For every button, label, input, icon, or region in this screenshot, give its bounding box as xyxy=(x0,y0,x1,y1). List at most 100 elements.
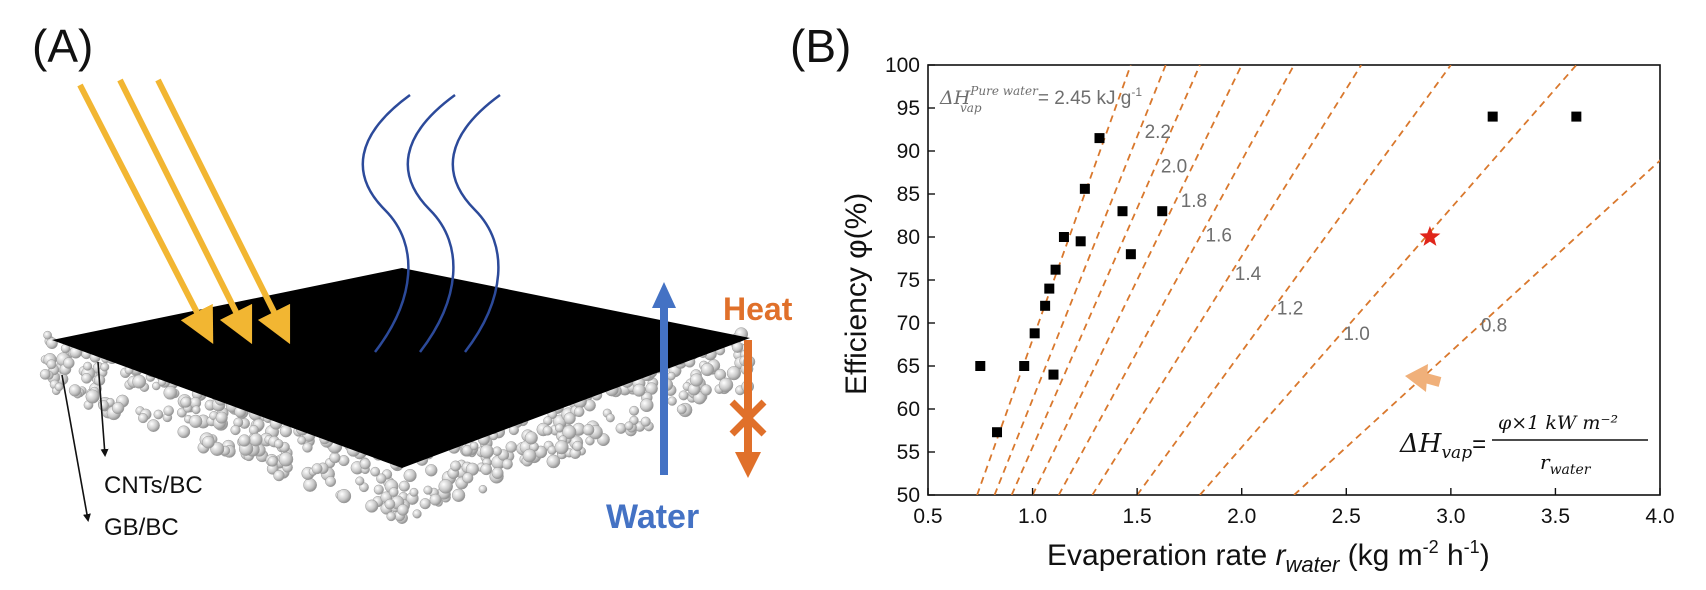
data-point-square xyxy=(1571,111,1582,122)
glass-bead xyxy=(297,436,307,445)
glass-bead xyxy=(386,511,396,522)
reference-line-label: 2.2 xyxy=(1145,122,1171,143)
formula-denominator-sub: water xyxy=(1550,462,1592,478)
y-tick-label: 85 xyxy=(897,183,920,206)
glass-bead xyxy=(480,463,493,476)
glass-bead xyxy=(409,487,419,497)
x-axis-title-unit-a: (kg m xyxy=(1339,539,1422,572)
x-tick-label: 3.5 xyxy=(1541,505,1570,528)
glass-bead xyxy=(461,444,473,457)
cnts-bc-label: CNTs/BC xyxy=(104,472,203,499)
x-axis-title-unit-c: ) xyxy=(1480,539,1490,572)
vapor-wave-icon xyxy=(406,93,456,353)
reference-line xyxy=(1057,65,1295,495)
gb-bc-label: GB/BC xyxy=(104,514,179,541)
x-axis-title-main: Evaperation rate xyxy=(1047,539,1275,572)
sun-ray-icon xyxy=(117,78,253,345)
glass-bead xyxy=(132,374,147,389)
glass-bead xyxy=(563,412,576,425)
glass-bead xyxy=(191,405,201,415)
pointer-arrow xyxy=(97,361,109,457)
y-tick-label: 55 xyxy=(897,441,920,464)
glass-bead xyxy=(180,396,192,408)
x-axis-title-sub: water xyxy=(1285,552,1340,577)
formula-arrow-head-icon xyxy=(1405,364,1428,392)
glass-bead xyxy=(359,458,371,470)
formula: ΔHvap= φ×1 kW m⁻² rwater xyxy=(1399,364,1648,478)
glass-bead xyxy=(147,419,160,432)
reference-line-label: 1.2 xyxy=(1277,298,1303,319)
glass-bead xyxy=(676,404,687,415)
y-tick-label: 90 xyxy=(897,140,920,163)
glass-bead xyxy=(54,382,64,392)
x-axis-title-unit-b: h xyxy=(1439,539,1464,572)
heat-arrow xyxy=(729,340,767,478)
water-arrow-head-icon xyxy=(652,282,676,308)
glass-bead xyxy=(667,396,677,406)
glass-bead xyxy=(554,440,569,455)
glass-bead xyxy=(615,422,627,434)
pure-water-value: = 2.45 kJ g xyxy=(1038,88,1131,109)
glass-bead xyxy=(572,440,583,452)
data-point-square xyxy=(1048,369,1059,380)
pure-water-main: ΔH xyxy=(939,87,971,109)
pure-water-sub: vap xyxy=(960,101,982,115)
x-tick-label: 1.5 xyxy=(1123,505,1152,528)
glass-bead xyxy=(83,361,93,371)
y-tick-label: 75 xyxy=(897,269,920,292)
formula-equals: = xyxy=(1472,431,1486,458)
y-tick-label: 80 xyxy=(897,226,920,249)
reference-lines xyxy=(976,65,1660,495)
glass-bead xyxy=(573,406,585,418)
glass-bead xyxy=(605,413,615,423)
glass-bead xyxy=(100,362,110,372)
axis-ticks: 0.5 1.0 1.5 2.0 2.5 3.0 3.5 4.0 50 55 60 65 70 75 80 85… xyxy=(885,54,1675,528)
reference-line-label: 1.4 xyxy=(1235,264,1262,285)
vapor-waves xyxy=(361,93,501,353)
data-points xyxy=(975,111,1582,438)
glass-bead xyxy=(462,472,474,484)
glass-bead xyxy=(163,385,178,400)
glass-bead xyxy=(640,416,651,427)
reference-line xyxy=(1010,65,1201,495)
panel-b-label: (B) xyxy=(790,20,851,72)
glass-bead xyxy=(546,454,561,469)
reference-line xyxy=(1136,65,1452,495)
vapor-wave-icon xyxy=(451,93,501,353)
glass-bead xyxy=(384,498,396,510)
data-point-square xyxy=(1040,300,1051,311)
reference-line-label: 1.8 xyxy=(1181,191,1207,212)
glass-bead xyxy=(215,411,228,424)
glass-bead xyxy=(152,381,161,391)
reference-line-label: 2.0 xyxy=(1161,157,1187,178)
glass-bead xyxy=(438,479,453,494)
glass-bead xyxy=(303,478,317,492)
sunlight-arrows xyxy=(77,78,291,345)
data-point-square xyxy=(1157,206,1168,217)
data-point-square xyxy=(1058,232,1069,242)
glass-bead xyxy=(355,476,365,486)
glass-bead xyxy=(469,441,479,451)
formula-lhs-main: ΔH xyxy=(1399,429,1443,459)
x-tick-label: 0.5 xyxy=(913,505,942,528)
glass-bead xyxy=(629,405,640,416)
heat-label: Heat xyxy=(723,291,793,327)
glass-bead xyxy=(325,476,337,487)
glass-bead xyxy=(177,425,191,439)
glass-bead xyxy=(376,473,387,484)
data-point-star-icon xyxy=(1419,226,1441,246)
glass-bead xyxy=(302,442,313,453)
glass-bead xyxy=(562,425,577,440)
glass-bead xyxy=(501,458,513,470)
panel-a-label: (A) xyxy=(32,20,93,72)
y-tick-label: 65 xyxy=(897,355,920,378)
glass-bead xyxy=(492,446,502,456)
glass-bead xyxy=(388,487,399,497)
reference-line xyxy=(1091,65,1362,495)
glass-bead xyxy=(46,359,57,370)
x-axis-title-exp2: -1 xyxy=(1464,537,1480,557)
glass-bead xyxy=(624,421,634,431)
glass-bead xyxy=(718,377,734,393)
data-point-square xyxy=(992,427,1003,438)
